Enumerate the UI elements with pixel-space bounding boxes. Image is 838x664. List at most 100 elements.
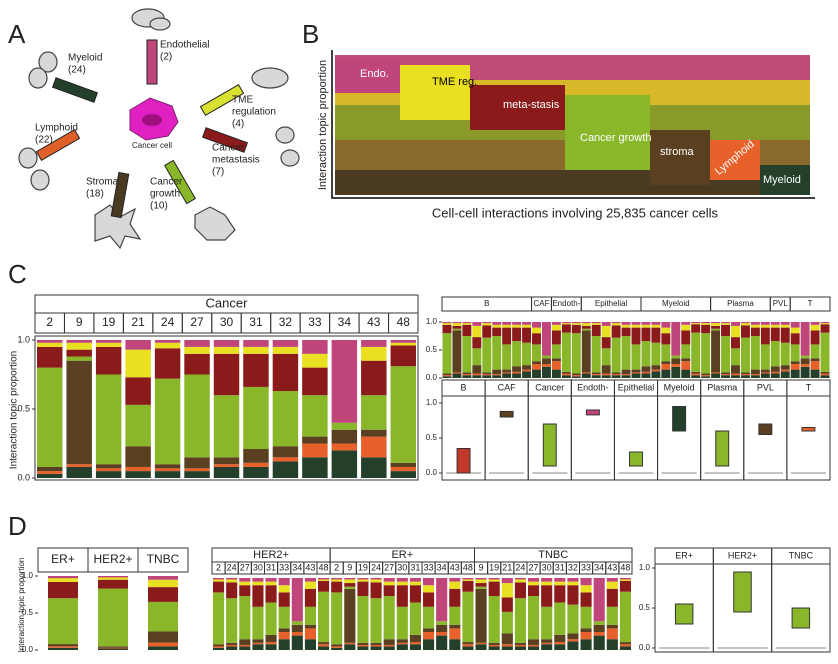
bar-segment	[383, 578, 395, 582]
label: 32	[279, 315, 293, 329]
bar-segment	[472, 373, 482, 376]
bar-segment	[125, 446, 151, 467]
bar-segment	[770, 324, 780, 328]
bar-segment	[48, 646, 78, 648]
bar-segment	[239, 644, 251, 647]
bar-segment	[740, 372, 750, 375]
bar-segment	[449, 578, 461, 582]
bar-segment	[651, 324, 661, 328]
bar-segment	[502, 369, 512, 373]
bar-segment	[551, 358, 561, 362]
bar-segment	[125, 377, 151, 405]
bar-segment	[567, 604, 579, 634]
label: 33	[581, 562, 591, 572]
bar-segment	[591, 372, 601, 375]
bar-segment	[760, 369, 770, 373]
bar-segment	[820, 332, 830, 372]
bar-segment	[711, 325, 721, 329]
bar-segment	[226, 644, 238, 647]
bar-segment	[551, 361, 561, 370]
bar-segment	[522, 327, 532, 343]
label: Epithelial	[618, 382, 655, 392]
bar-segment	[606, 588, 618, 607]
frame	[771, 563, 831, 653]
label: 1.0	[639, 563, 651, 572]
bar-segment	[611, 325, 621, 338]
bar-segment	[302, 340, 328, 354]
label: (2)	[160, 52, 172, 63]
bar-segment	[532, 344, 541, 362]
bar-segment	[184, 340, 210, 347]
label: TNBC	[538, 549, 568, 561]
bar-segment	[580, 632, 592, 640]
bar-segment	[265, 642, 277, 645]
bar-segment	[243, 449, 269, 463]
bar-segment	[810, 322, 820, 325]
bar-segment	[213, 353, 240, 396]
bar-segment	[472, 322, 482, 326]
bar-segment	[780, 365, 790, 370]
bar-segment	[331, 646, 343, 648]
bar-segment	[37, 340, 63, 343]
bar-segment	[492, 374, 502, 376]
bar-segment	[701, 323, 711, 325]
arrow	[201, 127, 249, 153]
bar-segment	[475, 583, 487, 587]
header	[789, 296, 831, 312]
label: Plasma	[727, 299, 754, 308]
bar-segment	[551, 330, 561, 345]
bar-segment	[98, 579, 128, 589]
bar-segment	[423, 639, 435, 650]
bar-segment	[472, 375, 482, 378]
label: 19	[358, 562, 368, 572]
bar-segment	[213, 578, 225, 580]
label: (18)	[86, 189, 104, 200]
bar-segment	[95, 342, 122, 347]
bar-segment	[98, 648, 128, 650]
label: 0.0	[639, 643, 651, 652]
bar-segment	[711, 373, 721, 378]
label: ER+	[51, 552, 75, 566]
bar-segment	[790, 333, 800, 345]
bar-segment	[770, 327, 780, 342]
bar-segment	[265, 602, 277, 635]
bar-segment	[278, 592, 290, 607]
bar-segment	[554, 585, 566, 603]
bar-segment	[357, 646, 369, 650]
label: 33	[308, 315, 322, 329]
bar-segment	[532, 322, 541, 328]
bar-segment	[581, 323, 591, 326]
label: 0.0	[22, 645, 34, 654]
bar-segment	[344, 588, 356, 643]
bar-segment	[671, 364, 681, 367]
bar-segment	[370, 598, 382, 643]
bar-segment	[462, 374, 472, 376]
bar-segment	[593, 635, 605, 650]
bar-segment	[522, 371, 532, 378]
bar-segment	[361, 429, 387, 437]
label: Cancer	[206, 295, 249, 310]
bar-segment	[770, 322, 780, 325]
bar-segment	[571, 324, 581, 334]
bar-segment	[449, 624, 461, 629]
bar-segment	[357, 644, 369, 647]
bar-segment	[512, 341, 522, 367]
bar-segment	[606, 639, 618, 650]
bar-segment	[593, 624, 605, 632]
bar-segment	[390, 366, 416, 463]
bar-segment	[601, 325, 611, 338]
bar-segment	[681, 344, 691, 359]
bar-segment	[95, 464, 122, 469]
box	[801, 427, 816, 432]
bar-segment	[532, 361, 541, 364]
bar-segment	[611, 323, 621, 326]
bar-segment	[252, 581, 264, 586]
label: 33	[424, 562, 434, 572]
x-axis-label: Cell-cell interactions involving 25,835 …	[432, 205, 719, 220]
bar-segment	[760, 344, 770, 370]
bar-segment	[318, 646, 330, 650]
bar-segment	[790, 327, 800, 334]
bar-segment	[701, 376, 711, 378]
bar-segment	[482, 322, 492, 324]
bar-segment	[528, 596, 540, 640]
